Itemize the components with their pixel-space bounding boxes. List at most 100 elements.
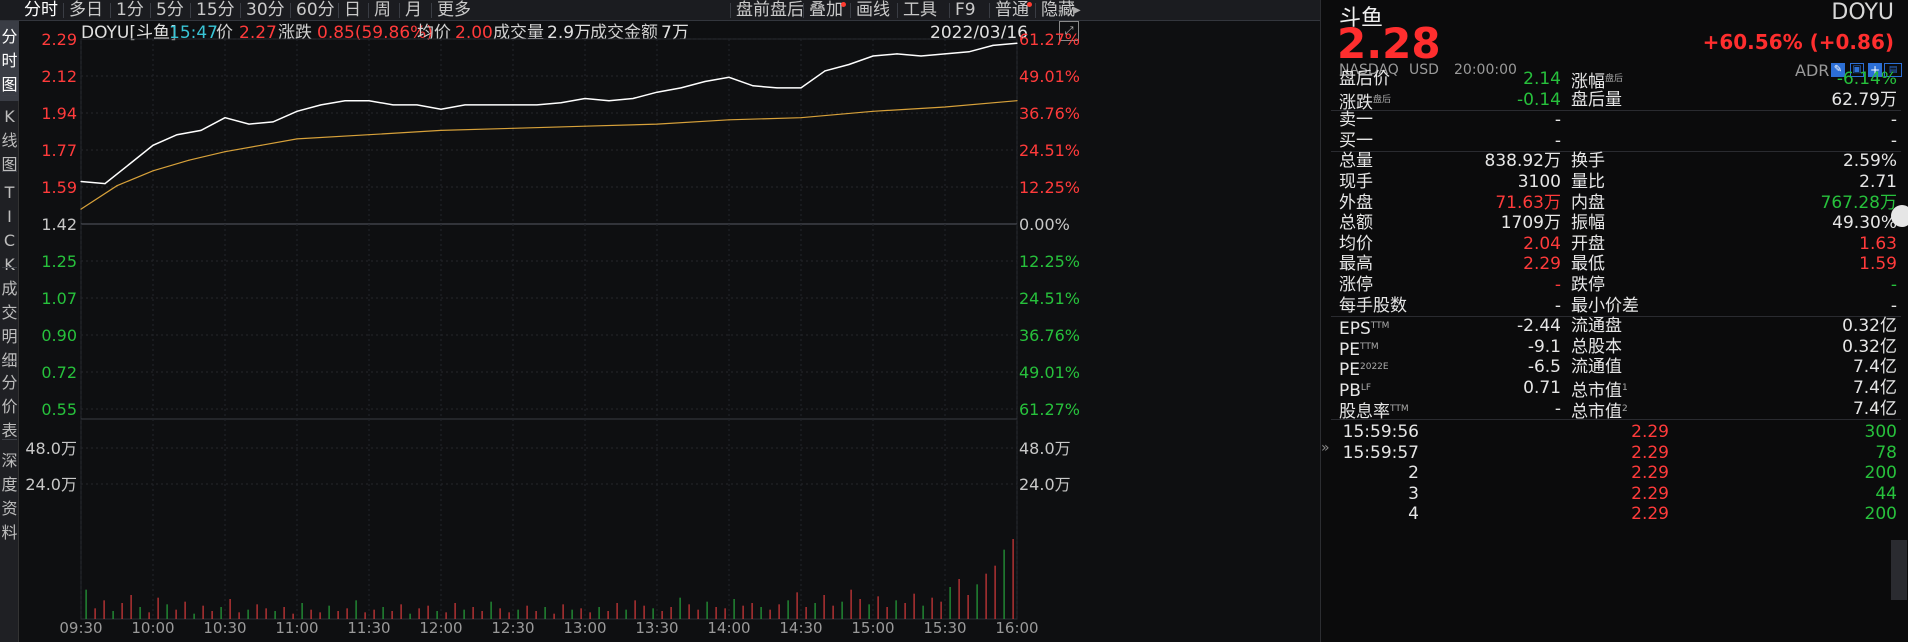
time-tick-label: 16:00 bbox=[995, 619, 1038, 637]
trade-time: 2 bbox=[1408, 463, 1419, 483]
tab-divider bbox=[150, 3, 151, 18]
toolbar-divider bbox=[803, 3, 804, 18]
price-point bbox=[704, 80, 706, 83]
nav-label-char: 分 bbox=[1, 373, 18, 392]
expand-arrow-icon[interactable]: ▶ bbox=[1073, 5, 1081, 16]
toolbar-button-6[interactable]: 隐藏 bbox=[1041, 0, 1075, 20]
period-tab-10[interactable]: 更多 bbox=[437, 0, 471, 20]
period-tab-7[interactable]: 日 bbox=[344, 0, 361, 20]
stat-value: 3100 bbox=[1517, 172, 1561, 192]
stat-label: EPSTTM bbox=[1339, 319, 1390, 340]
volume-bar bbox=[391, 611, 393, 619]
volume-bar bbox=[373, 609, 375, 619]
stat-value-2: 1.59 bbox=[1859, 254, 1897, 275]
stat-label-suffix: TTM bbox=[1390, 403, 1409, 414]
expand-chart-icon[interactable]: ⤢ bbox=[1059, 21, 1079, 41]
chart-change: 0.85(59.86%) bbox=[317, 23, 433, 43]
period-tab-5[interactable]: 30分 bbox=[246, 0, 285, 20]
more-icon[interactable]: ▤ bbox=[1884, 63, 1902, 77]
price-tick-label: 2.29 bbox=[41, 30, 77, 49]
volume-label: 成交量 bbox=[493, 23, 544, 43]
time-tick-label: 11:30 bbox=[347, 619, 390, 637]
nav-depth[interactable]: 深度资料 bbox=[0, 445, 19, 549]
nav-label-char: 度 bbox=[1, 475, 18, 494]
period-tab-1[interactable]: 多日 bbox=[69, 0, 103, 20]
toolbar-button-4[interactable]: F9 bbox=[955, 0, 976, 20]
toolbar-divider bbox=[730, 3, 731, 18]
volume-bar bbox=[823, 595, 825, 619]
chart-date: 2022/03/16 bbox=[930, 23, 1028, 43]
period-tab-0[interactable]: 分时 bbox=[24, 0, 58, 20]
volume-bar bbox=[724, 608, 726, 619]
nav-label-char: 深 bbox=[1, 451, 18, 470]
volume-bar bbox=[472, 607, 474, 619]
tab-divider bbox=[368, 3, 369, 18]
collapse-panel-icon[interactable]: » bbox=[1321, 440, 1330, 456]
toolbar-divider bbox=[897, 3, 898, 18]
scrollbar-track[interactable] bbox=[1891, 540, 1907, 600]
volume-bar bbox=[607, 611, 609, 619]
time-tick-label: 13:30 bbox=[635, 619, 678, 637]
stat-value-2: 2.59% bbox=[1842, 151, 1897, 172]
volume-bar bbox=[310, 609, 312, 619]
exchange: NASDAQ bbox=[1339, 62, 1399, 78]
stat-row: 涨停 - 跌停 - bbox=[1339, 273, 1901, 298]
plot-frame bbox=[80, 38, 1018, 620]
period-tab-8[interactable]: 周 bbox=[374, 0, 391, 20]
nav-label-char: 交 bbox=[1, 303, 18, 322]
volume-bar bbox=[580, 608, 582, 619]
stat-value-2: - bbox=[1890, 110, 1897, 131]
period-tab-4[interactable]: 15分 bbox=[196, 0, 235, 20]
stat-row: 均价 2.04 开盘 1.63 bbox=[1339, 232, 1901, 257]
volume-bar bbox=[778, 604, 780, 619]
toolbar-button-2[interactable]: 画线 bbox=[856, 0, 890, 20]
edit-icon[interactable]: ✎ bbox=[1831, 63, 1845, 77]
nav-label-char: 图 bbox=[1, 75, 18, 94]
average-point bbox=[116, 185, 118, 187]
nav-trades[interactable]: 成交明细 bbox=[0, 273, 19, 377]
add-icon[interactable]: + bbox=[1868, 63, 1882, 77]
stat-value-2: 2.71 bbox=[1859, 172, 1897, 192]
trade-price: 2.29 bbox=[1631, 442, 1669, 463]
toolbar-button-5[interactable]: 普通 bbox=[995, 0, 1029, 20]
price-tick-label: 0.72 bbox=[41, 363, 77, 382]
stat-value-2: - bbox=[1890, 295, 1897, 316]
stat-label-2: 流通盘 bbox=[1571, 316, 1622, 337]
change-label: 涨跌 bbox=[278, 23, 312, 43]
toolbar-button-1[interactable]: 叠加 bbox=[809, 0, 843, 20]
price-point bbox=[296, 110, 298, 112]
toolbar-button-3[interactable]: 工具 bbox=[903, 0, 937, 20]
period-tab-9[interactable]: 月 bbox=[405, 0, 422, 20]
stat-label: 涨跌盘后 bbox=[1339, 92, 1392, 113]
price-point bbox=[632, 97, 634, 100]
stat-row: 外盘 71.63万 内盘 767.28万 bbox=[1339, 191, 1901, 216]
window-icon[interactable]: ▣ bbox=[1850, 63, 1864, 77]
stat-row: 现手 3100 量比 2.71 bbox=[1339, 170, 1901, 195]
period-tab-2[interactable]: 1分 bbox=[116, 0, 144, 20]
volume-bar bbox=[895, 600, 897, 619]
nav-label-char: 成 bbox=[1, 279, 18, 298]
price-point bbox=[80, 180, 82, 183]
price-point bbox=[656, 91, 658, 93]
scroll-handle[interactable] bbox=[1891, 205, 1908, 227]
period-tab-6[interactable]: 60分 bbox=[296, 0, 335, 20]
nav-timeshare[interactable]: 分时图 bbox=[0, 21, 19, 101]
stat-value: -6.5 bbox=[1527, 357, 1561, 378]
nav-price-table[interactable]: 分价表 bbox=[0, 367, 19, 447]
stat-label-2: 内盘 bbox=[1571, 192, 1605, 213]
toolbar-button-0[interactable]: 盘前盘后 bbox=[736, 0, 804, 20]
volume-bar bbox=[751, 603, 753, 619]
period-tab-3[interactable]: 5分 bbox=[156, 0, 184, 20]
chart-avg: 2.00 bbox=[455, 23, 493, 43]
price-change: +60.56% (+0.86) bbox=[1702, 30, 1894, 54]
intraday-chart[interactable]: 2.29 61.27% 2.12 49.01% 1.94 36.76% 1.77 24.51%… bbox=[19, 21, 1320, 642]
stat-value: - bbox=[1554, 110, 1561, 131]
volume-bar bbox=[517, 609, 519, 619]
average-point bbox=[260, 144, 262, 146]
volume-bar bbox=[544, 607, 546, 619]
time-tick-label: 10:30 bbox=[203, 619, 246, 637]
stat-row: 最高 2.29 最低 1.59 bbox=[1339, 252, 1901, 277]
stat-label: 每手股数 bbox=[1339, 295, 1407, 316]
